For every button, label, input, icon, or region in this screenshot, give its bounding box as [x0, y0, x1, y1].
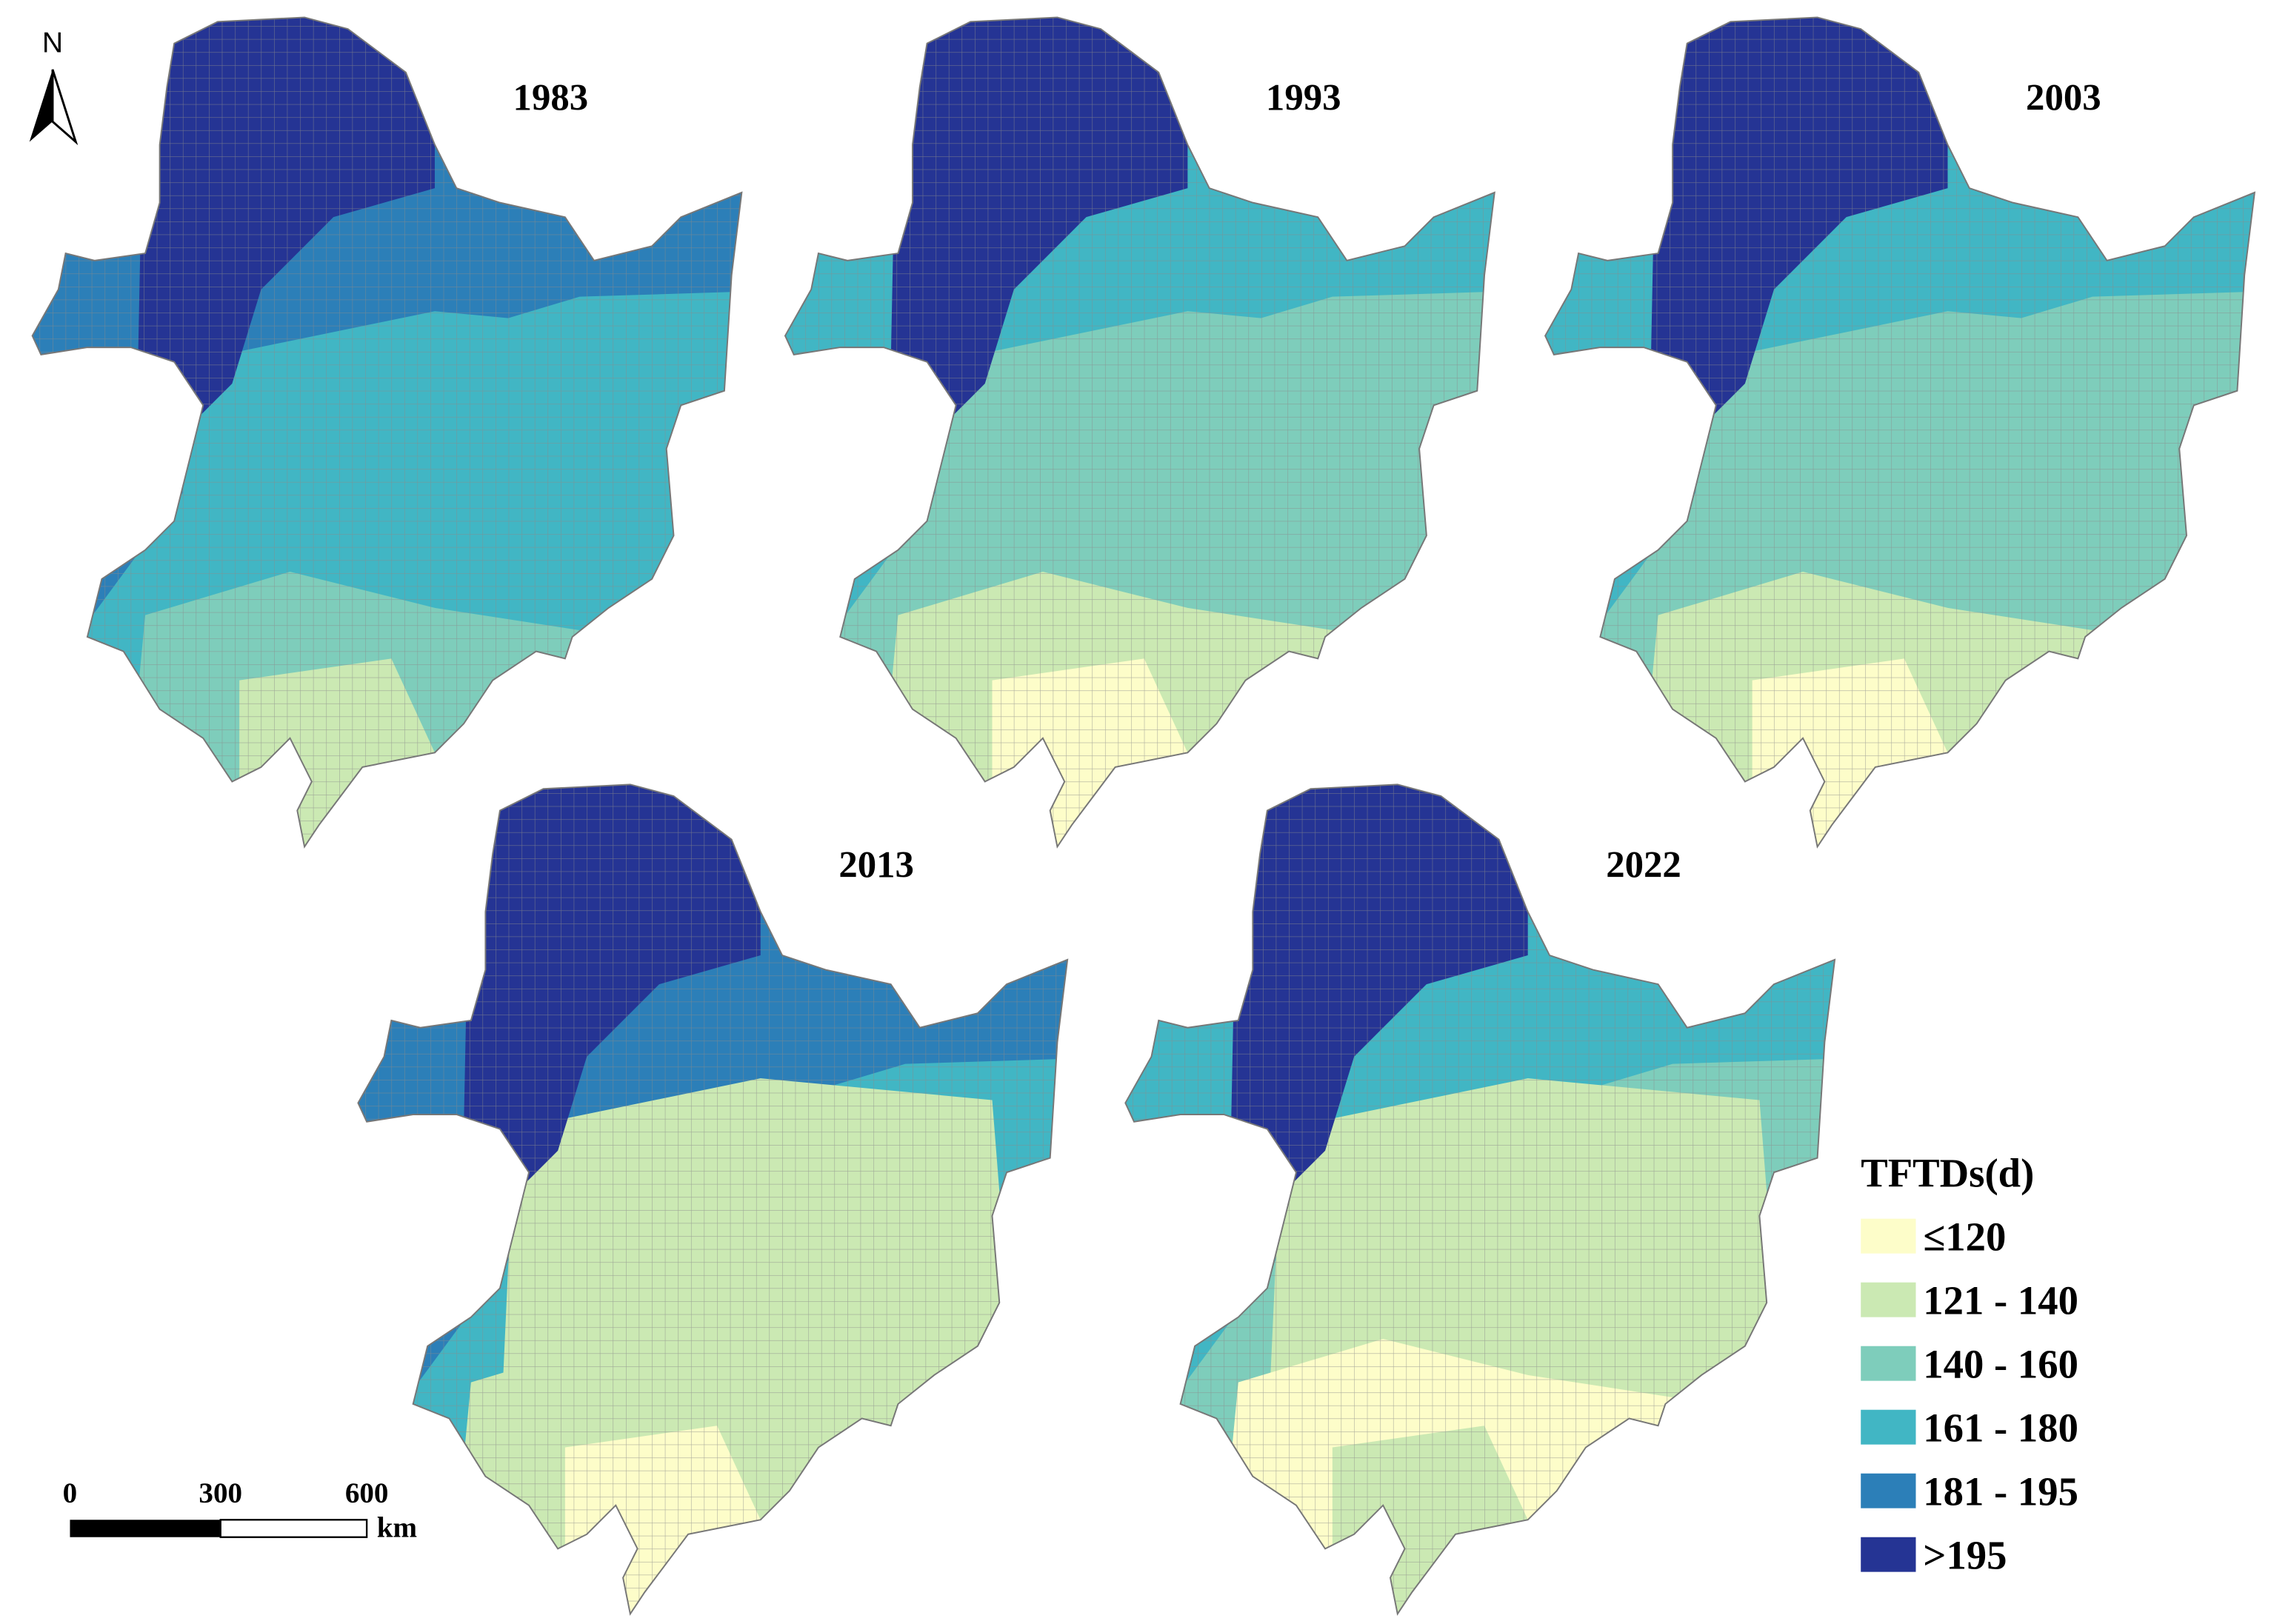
map-outline: [784, 16, 1495, 849]
map-area: [32, 17, 742, 847]
legend-label: 161 - 180: [1923, 1406, 2078, 1451]
map-area: [1545, 17, 2255, 847]
legend-swatch: [1861, 1409, 1916, 1445]
year-label: 2013: [838, 843, 914, 885]
legend-label: 121 - 140: [1923, 1278, 2078, 1323]
scale-label: 600: [345, 1477, 389, 1509]
legend-swatch: [1861, 1473, 1916, 1508]
map-panel: 2022: [1124, 783, 1836, 1616]
year-label: 1983: [513, 77, 589, 118]
map-area: [358, 784, 1068, 1614]
map-panel: 2003: [1544, 16, 2256, 849]
legend-label: >195: [1923, 1533, 2007, 1578]
legend-title: TFTDs(d): [1861, 1151, 2034, 1196]
year-label: 2003: [2026, 77, 2101, 118]
map-panel: 1993: [784, 16, 1495, 849]
year-label: 2022: [1606, 843, 1681, 885]
grid-cells: [785, 17, 1495, 847]
legend-label: ≤120: [1923, 1214, 2006, 1260]
legend-swatch: [1861, 1537, 1916, 1572]
grid-cells: [32, 17, 742, 847]
map-outline: [31, 16, 743, 849]
map-panel: 2013: [357, 783, 1069, 1616]
legend-swatch: [1861, 1282, 1916, 1317]
scale-label: 0: [63, 1477, 78, 1509]
map-outline: [1124, 783, 1836, 1616]
map-outline: [1544, 16, 2256, 849]
grid-cells: [358, 784, 1068, 1614]
grid-cells: [1125, 784, 1835, 1614]
scale-bar: 0 300 600 km: [63, 1477, 417, 1544]
scale-label: 300: [199, 1477, 242, 1509]
north-arrow: N: [29, 27, 79, 146]
north-label: N: [42, 27, 63, 59]
map-panel: 1983: [31, 16, 743, 849]
legend-label: 140 - 160: [1923, 1342, 2078, 1387]
map-outline: [357, 783, 1069, 1616]
legend-swatch: [1861, 1346, 1916, 1381]
scale-unit: km: [377, 1512, 417, 1544]
legend-swatch: [1861, 1218, 1916, 1254]
grid-cells: [1545, 17, 2255, 847]
year-label: 1993: [1266, 77, 1341, 118]
map-area: [1125, 784, 1835, 1614]
map-area: [785, 17, 1495, 847]
legend-label: 181 - 195: [1923, 1469, 2078, 1514]
